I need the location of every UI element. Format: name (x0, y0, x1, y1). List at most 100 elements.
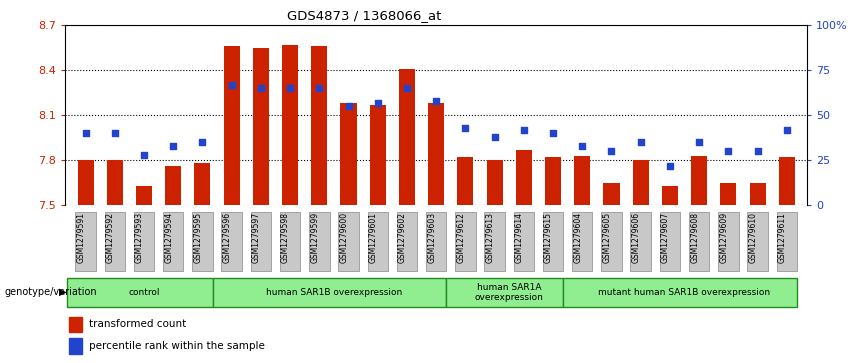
Point (400, 85, 414, 91)
Text: GSM1279598: GSM1279598 (281, 212, 290, 263)
Bar (575, 156, 590, 205)
Text: GSM1279612: GSM1279612 (457, 212, 465, 263)
Bar (224, 46, 240, 205)
Bar (750, 183, 766, 205)
Text: mutant human SAR1B overexpression: mutant human SAR1B overexpression (598, 288, 771, 297)
Text: GSM1279599: GSM1279599 (310, 212, 319, 263)
FancyBboxPatch shape (221, 212, 242, 271)
Point (751, 148, 765, 154)
FancyBboxPatch shape (563, 277, 797, 307)
Text: control: control (128, 288, 160, 297)
Text: GSM1279596: GSM1279596 (223, 212, 232, 263)
Bar (691, 156, 707, 205)
Text: ▶: ▶ (59, 287, 67, 297)
FancyBboxPatch shape (747, 212, 768, 271)
Text: human SAR1B overexpression: human SAR1B overexpression (266, 288, 402, 297)
FancyBboxPatch shape (213, 277, 446, 307)
Text: GSM1279605: GSM1279605 (602, 212, 611, 263)
Text: GSM1279614: GSM1279614 (515, 212, 523, 263)
Bar (399, 69, 415, 205)
Bar (69, 338, 82, 354)
FancyBboxPatch shape (67, 277, 213, 307)
Text: GSM1279610: GSM1279610 (748, 212, 758, 263)
Bar (77, 160, 94, 205)
Bar (633, 160, 648, 205)
Text: GSM1279602: GSM1279602 (398, 212, 407, 263)
Bar (194, 163, 210, 205)
FancyBboxPatch shape (446, 277, 563, 307)
Bar (340, 103, 357, 205)
FancyBboxPatch shape (630, 212, 651, 271)
Point (312, 85, 326, 91)
Point (634, 139, 648, 145)
FancyBboxPatch shape (777, 212, 797, 271)
Text: GSM1279594: GSM1279594 (164, 212, 174, 263)
Point (546, 130, 560, 136)
Text: GSM1279611: GSM1279611 (778, 212, 786, 263)
FancyBboxPatch shape (542, 212, 563, 271)
FancyBboxPatch shape (455, 212, 476, 271)
FancyBboxPatch shape (104, 212, 125, 271)
FancyBboxPatch shape (279, 212, 300, 271)
FancyBboxPatch shape (602, 212, 621, 271)
Point (225, 82, 239, 87)
Bar (720, 183, 736, 205)
Bar (69, 317, 82, 332)
Bar (516, 150, 532, 205)
Point (488, 134, 502, 140)
Text: genotype/variation: genotype/variation (4, 287, 97, 297)
Text: GSM1279608: GSM1279608 (690, 212, 699, 263)
Text: GSM1279591: GSM1279591 (76, 212, 86, 263)
FancyBboxPatch shape (514, 212, 534, 271)
Text: GSM1279603: GSM1279603 (427, 212, 436, 263)
Point (516, 127, 530, 132)
Bar (545, 157, 561, 205)
Bar (662, 185, 678, 205)
Point (108, 130, 122, 136)
Text: GSM1279600: GSM1279600 (339, 212, 349, 263)
FancyBboxPatch shape (76, 212, 95, 271)
Bar (370, 105, 385, 205)
Text: GSM1279604: GSM1279604 (573, 212, 582, 263)
Text: GSM1279597: GSM1279597 (252, 212, 261, 263)
Point (167, 143, 181, 149)
Text: GSM1279593: GSM1279593 (135, 212, 144, 263)
FancyBboxPatch shape (484, 212, 505, 271)
Point (692, 139, 706, 145)
Bar (165, 166, 181, 205)
Bar (282, 45, 298, 205)
Bar (253, 48, 269, 205)
FancyBboxPatch shape (426, 212, 446, 271)
FancyBboxPatch shape (689, 212, 709, 271)
Point (195, 139, 209, 145)
FancyBboxPatch shape (251, 212, 271, 271)
Text: percentile rank within the sample: percentile rank within the sample (89, 341, 265, 351)
Text: GSM1279595: GSM1279595 (194, 212, 202, 263)
Point (604, 148, 618, 154)
Point (79, 130, 93, 136)
Bar (457, 157, 473, 205)
Bar (136, 185, 152, 205)
Bar (312, 46, 327, 205)
Point (663, 163, 677, 168)
Point (371, 100, 385, 106)
FancyBboxPatch shape (660, 212, 681, 271)
Point (721, 148, 735, 154)
Text: GSM1279607: GSM1279607 (661, 212, 670, 263)
Point (342, 103, 356, 109)
Text: GSM1279592: GSM1279592 (106, 212, 115, 263)
Point (458, 125, 472, 131)
FancyBboxPatch shape (192, 212, 213, 271)
FancyBboxPatch shape (134, 212, 155, 271)
Text: GDS4873 / 1368066_at: GDS4873 / 1368066_at (287, 9, 442, 22)
FancyBboxPatch shape (718, 212, 739, 271)
Text: GSM1279613: GSM1279613 (485, 212, 495, 263)
Point (779, 127, 793, 132)
Bar (487, 160, 503, 205)
FancyBboxPatch shape (397, 212, 418, 271)
FancyBboxPatch shape (309, 212, 330, 271)
Point (137, 152, 151, 158)
Text: GSM1279601: GSM1279601 (369, 212, 378, 263)
FancyBboxPatch shape (367, 212, 388, 271)
Point (283, 85, 297, 91)
